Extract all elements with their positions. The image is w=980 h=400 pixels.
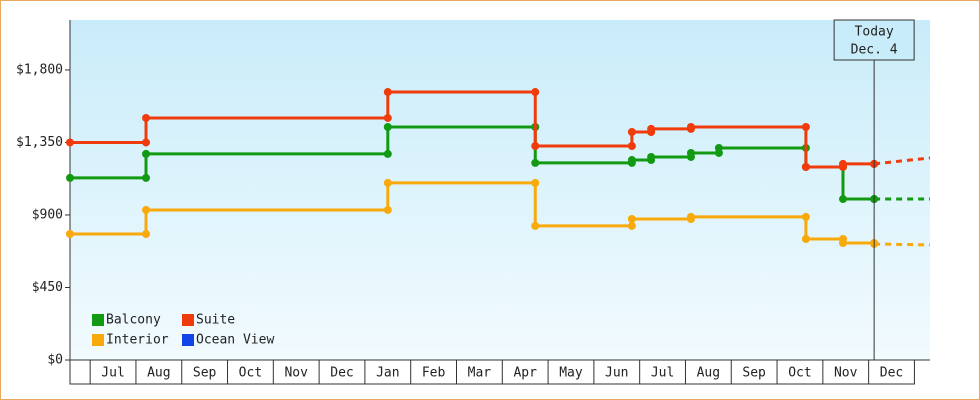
price-dot xyxy=(801,234,810,243)
legend-label: Ocean View xyxy=(196,333,274,348)
price-dot xyxy=(531,178,540,187)
price-dot xyxy=(531,158,540,167)
projection-line xyxy=(873,156,931,166)
price-dot xyxy=(142,113,151,122)
price-dot xyxy=(647,124,656,133)
today-label: Dec. 4 xyxy=(851,43,898,58)
x-tick-label: Oct xyxy=(788,366,811,381)
x-tick-label: Aug xyxy=(697,366,720,381)
price-dot xyxy=(142,229,151,238)
price-dot xyxy=(838,159,847,168)
price-dot xyxy=(714,143,723,152)
price-dot xyxy=(66,229,74,238)
x-tick-label: Apr xyxy=(513,366,537,381)
legend-swatch xyxy=(92,334,104,346)
price-dot xyxy=(531,142,540,151)
legend-swatch xyxy=(182,314,194,326)
y-tick-label: $900 xyxy=(32,207,63,222)
y-tick-label: $1,350 xyxy=(16,135,63,150)
today-label: Today xyxy=(855,25,894,40)
price-dot xyxy=(686,212,695,221)
legend-label: Suite xyxy=(196,313,235,328)
price-dot xyxy=(627,215,636,224)
price-dot xyxy=(801,162,810,171)
y-tick-label: $450 xyxy=(32,280,63,295)
x-tick-label: Jan xyxy=(376,366,399,381)
y-tick-label: $0 xyxy=(47,353,63,368)
legend-swatch xyxy=(92,314,104,326)
legend-swatch xyxy=(182,334,194,346)
price-dot xyxy=(801,212,810,221)
price-dot xyxy=(66,173,74,182)
price-dot xyxy=(142,138,151,147)
x-tick-label: Jun xyxy=(605,366,628,381)
price-dot xyxy=(383,149,392,158)
price-dot xyxy=(686,148,695,157)
x-tick-label: Oct xyxy=(239,366,262,381)
plot-area xyxy=(70,20,930,360)
price-dot xyxy=(838,195,847,204)
price-dot xyxy=(142,149,151,158)
price-dot xyxy=(531,88,540,97)
x-tick-label: Aug xyxy=(147,366,170,381)
x-tick-label: Nov xyxy=(284,366,308,381)
x-tick-label: Mar xyxy=(468,366,492,381)
price-dot xyxy=(686,122,695,131)
price-dot xyxy=(383,205,392,214)
y-tick-label: $1,800 xyxy=(16,62,63,77)
legend-label: Interior xyxy=(106,333,169,348)
x-tick-label: Jul xyxy=(651,366,674,381)
legend-label: Balcony xyxy=(106,313,161,328)
price-dot xyxy=(383,88,392,97)
today-box xyxy=(833,19,915,61)
x-tick-label: Dec xyxy=(880,366,903,381)
price-dot xyxy=(531,221,540,230)
price-dot xyxy=(383,122,392,131)
x-tick-label: Sep xyxy=(193,366,217,381)
x-tick-label: Nov xyxy=(834,366,858,381)
price-dot xyxy=(647,152,656,161)
projection-line xyxy=(874,242,931,247)
x-tick-label: Dec xyxy=(330,366,353,381)
x-tick-label: May xyxy=(559,366,583,381)
price-dot xyxy=(383,178,392,187)
price-dot xyxy=(627,127,636,136)
price-dot xyxy=(627,142,636,151)
x-tick-label: Sep xyxy=(742,366,766,381)
price-dot xyxy=(66,138,74,147)
price-dot xyxy=(627,156,636,165)
x-tick-label: Feb xyxy=(422,366,446,381)
price-dot xyxy=(838,239,847,248)
price-dot xyxy=(627,221,636,230)
price-dot xyxy=(142,205,151,214)
series-line xyxy=(70,90,875,169)
price-dot xyxy=(142,173,151,182)
price-dot xyxy=(801,122,810,131)
x-tick-label: Jul xyxy=(101,366,124,381)
price-dot xyxy=(383,113,392,122)
